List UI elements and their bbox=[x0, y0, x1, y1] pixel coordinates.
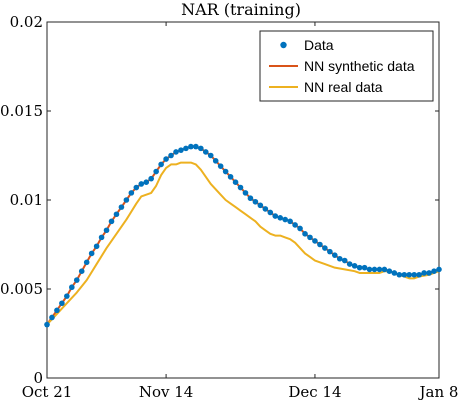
data-point bbox=[217, 163, 224, 169]
data-point bbox=[366, 266, 373, 273]
data-point bbox=[188, 143, 194, 150]
data-point bbox=[232, 179, 239, 185]
data-point bbox=[138, 181, 145, 187]
data-point bbox=[247, 195, 254, 202]
y-tick-label: 0.015 bbox=[0, 102, 43, 120]
data-point bbox=[257, 202, 264, 209]
data-point bbox=[272, 213, 279, 219]
x-tick-label: Jan 8 bbox=[418, 383, 459, 401]
data-point bbox=[371, 266, 378, 273]
legend-label: NN real data bbox=[304, 79, 383, 95]
data-point bbox=[317, 241, 323, 248]
data-point bbox=[376, 266, 383, 273]
data-point bbox=[227, 174, 234, 180]
data-point bbox=[322, 245, 328, 251]
data-point bbox=[88, 250, 95, 257]
data-point bbox=[386, 268, 393, 275]
data-point bbox=[411, 271, 417, 278]
legend: Data NN synthetic data NN real data bbox=[259, 30, 434, 102]
data-point bbox=[118, 204, 125, 210]
data-point bbox=[421, 270, 427, 276]
data-point bbox=[292, 222, 298, 228]
data-point bbox=[282, 216, 288, 223]
chart-title: NAR (training) bbox=[181, 0, 301, 19]
data-point bbox=[59, 300, 65, 307]
data-point bbox=[327, 248, 333, 255]
data-point bbox=[361, 264, 368, 271]
data-point bbox=[351, 263, 358, 269]
data-point bbox=[64, 293, 70, 299]
data-point bbox=[341, 257, 348, 264]
data-point bbox=[267, 209, 274, 216]
data-point bbox=[436, 266, 442, 273]
data-point bbox=[108, 218, 115, 225]
data-point bbox=[128, 190, 135, 196]
data-point bbox=[69, 284, 75, 291]
y-tick-label: 0.02 bbox=[10, 13, 43, 31]
data-point bbox=[336, 255, 343, 262]
data-point bbox=[49, 314, 55, 321]
data-point bbox=[356, 264, 363, 271]
data-point bbox=[73, 277, 80, 283]
data-point bbox=[222, 168, 229, 175]
data-point bbox=[83, 259, 90, 266]
data-point bbox=[168, 152, 174, 159]
data-point bbox=[123, 197, 130, 203]
data-point bbox=[183, 145, 189, 152]
series-line-nn-real-data bbox=[46, 161, 440, 326]
data-point bbox=[78, 268, 85, 275]
x-tick-label: Oct 21 bbox=[22, 383, 73, 401]
y-tick-label: 0 bbox=[33, 369, 43, 387]
data-point bbox=[396, 271, 403, 278]
data-point bbox=[178, 147, 184, 153]
data-point bbox=[277, 215, 284, 221]
data-point bbox=[297, 225, 303, 232]
data-point bbox=[262, 206, 269, 212]
data-point bbox=[287, 218, 293, 225]
data-point bbox=[113, 211, 120, 218]
data-point bbox=[173, 149, 179, 155]
data-point bbox=[103, 227, 110, 234]
y-tick-label: 0.005 bbox=[0, 280, 43, 298]
data-point bbox=[212, 158, 219, 164]
data-point bbox=[98, 234, 105, 241]
data-point bbox=[302, 231, 308, 237]
data-point bbox=[401, 271, 408, 278]
data-point bbox=[198, 145, 204, 152]
data-point bbox=[431, 268, 437, 275]
data-point bbox=[133, 184, 140, 191]
data-point bbox=[426, 270, 432, 276]
legend-marker bbox=[280, 41, 287, 49]
data-point bbox=[193, 143, 199, 150]
data-point bbox=[237, 184, 244, 191]
data-point bbox=[93, 243, 100, 250]
data-point bbox=[332, 252, 338, 258]
data-point bbox=[54, 307, 60, 314]
data-point bbox=[207, 152, 214, 159]
data-point bbox=[143, 179, 150, 185]
legend-label: NN synthetic data bbox=[304, 58, 415, 74]
data-point bbox=[148, 175, 154, 182]
series-line-nn-synthetic-data bbox=[46, 145, 440, 326]
data-point bbox=[346, 261, 353, 267]
data-point bbox=[307, 234, 313, 241]
x-tick-label: Nov 14 bbox=[139, 383, 194, 401]
legend-label: Data bbox=[304, 37, 334, 53]
data-point bbox=[391, 270, 398, 276]
plot-area: 0 0.005 0.01 0.015 0.02 Oct 21 Nov 14 Dec 14 Jan… bbox=[0, 13, 458, 401]
data-point bbox=[416, 271, 422, 278]
data-point bbox=[252, 198, 259, 205]
data-point bbox=[381, 266, 388, 273]
data-point bbox=[163, 156, 169, 162]
data-point bbox=[44, 321, 50, 328]
data-point bbox=[153, 168, 159, 175]
data-point bbox=[202, 149, 209, 155]
data-point bbox=[312, 238, 318, 244]
data-point bbox=[158, 161, 164, 168]
data-point bbox=[242, 190, 249, 196]
data-point bbox=[406, 271, 413, 278]
x-tick-label: Dec 14 bbox=[288, 383, 341, 401]
y-tick-label: 0.01 bbox=[10, 191, 43, 209]
